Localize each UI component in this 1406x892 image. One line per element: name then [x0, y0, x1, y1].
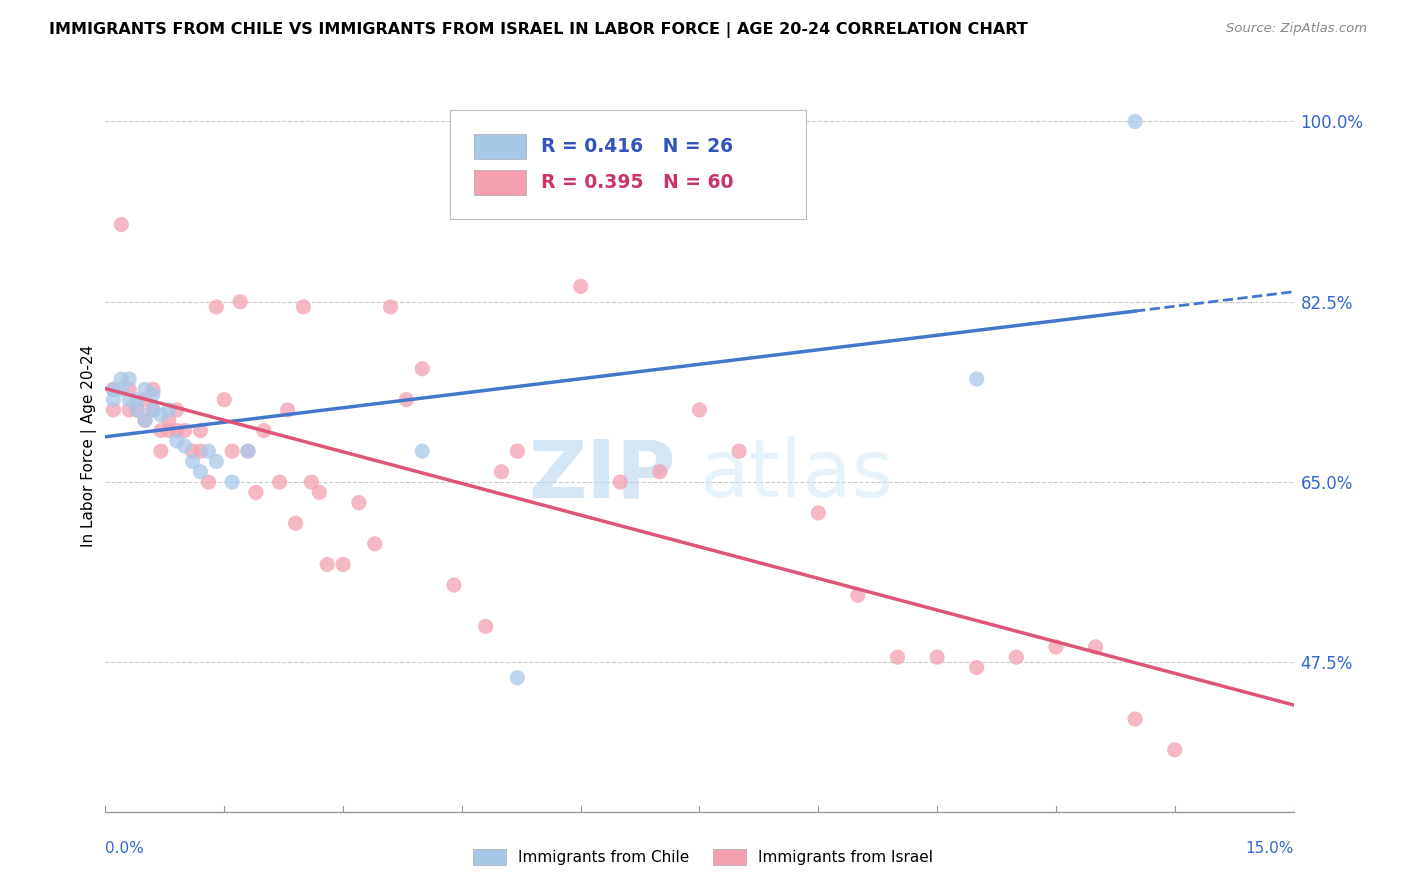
- Point: [1123, 114, 1146, 128]
- Point: [277, 403, 299, 417]
- Point: [364, 537, 387, 551]
- Point: [214, 392, 236, 407]
- Point: [299, 475, 322, 489]
- Point: [569, 279, 592, 293]
- Point: [142, 403, 165, 417]
- Point: [491, 465, 513, 479]
- Point: [157, 403, 180, 417]
- Point: [118, 372, 141, 386]
- Point: [127, 403, 149, 417]
- Legend: Immigrants from Chile, Immigrants from Israel: Immigrants from Chile, Immigrants from I…: [467, 843, 939, 871]
- Point: [846, 588, 869, 602]
- Point: [284, 516, 307, 531]
- Point: [103, 382, 125, 396]
- Point: [474, 619, 496, 633]
- Point: [197, 475, 219, 489]
- Point: [925, 650, 948, 665]
- Point: [142, 387, 165, 401]
- Text: R = 0.395   N = 60: R = 0.395 N = 60: [541, 173, 734, 192]
- Point: [166, 434, 188, 448]
- Point: [149, 408, 172, 422]
- Point: [1005, 650, 1028, 665]
- Point: [236, 444, 259, 458]
- Point: [190, 465, 212, 479]
- Text: IMMIGRANTS FROM CHILE VS IMMIGRANTS FROM ISRAEL IN LABOR FORCE | AGE 20-24 CORRE: IMMIGRANTS FROM CHILE VS IMMIGRANTS FROM…: [49, 22, 1028, 38]
- Point: [807, 506, 830, 520]
- Point: [229, 294, 252, 309]
- Text: Source: ZipAtlas.com: Source: ZipAtlas.com: [1226, 22, 1367, 36]
- Point: [134, 392, 156, 407]
- Point: [292, 300, 315, 314]
- Point: [103, 403, 125, 417]
- Point: [316, 558, 339, 572]
- Point: [190, 424, 212, 438]
- Text: ZIP: ZIP: [529, 436, 676, 515]
- Point: [380, 300, 402, 314]
- Point: [308, 485, 330, 500]
- Point: [1045, 640, 1067, 654]
- Point: [173, 439, 195, 453]
- Point: [103, 382, 125, 396]
- Point: [166, 424, 188, 438]
- Point: [966, 660, 988, 674]
- Point: [689, 403, 711, 417]
- Point: [269, 475, 291, 489]
- Point: [332, 558, 354, 572]
- Point: [1084, 640, 1107, 654]
- Point: [157, 424, 180, 438]
- Point: [149, 444, 172, 458]
- Point: [134, 382, 156, 396]
- Point: [1164, 743, 1187, 757]
- Point: [221, 475, 243, 489]
- Point: [190, 444, 212, 458]
- Point: [205, 300, 228, 314]
- Point: [110, 382, 132, 396]
- FancyBboxPatch shape: [474, 134, 526, 159]
- Point: [506, 671, 529, 685]
- Point: [245, 485, 267, 500]
- Text: atlas: atlas: [700, 436, 894, 515]
- Point: [609, 475, 631, 489]
- Y-axis label: In Labor Force | Age 20-24: In Labor Force | Age 20-24: [82, 345, 97, 547]
- Point: [411, 361, 433, 376]
- Text: 0.0%: 0.0%: [105, 841, 145, 856]
- Point: [1123, 712, 1146, 726]
- Text: 15.0%: 15.0%: [1246, 841, 1294, 856]
- Point: [173, 424, 195, 438]
- Point: [236, 444, 259, 458]
- Point: [149, 424, 172, 438]
- Point: [197, 444, 219, 458]
- Point: [103, 392, 125, 407]
- Point: [127, 392, 149, 407]
- Point: [886, 650, 908, 665]
- Point: [181, 444, 204, 458]
- FancyBboxPatch shape: [450, 110, 807, 219]
- Point: [395, 392, 418, 407]
- Point: [127, 403, 149, 417]
- Point: [110, 218, 132, 232]
- Text: R = 0.416   N = 26: R = 0.416 N = 26: [541, 136, 734, 155]
- Point: [966, 372, 988, 386]
- Point: [118, 382, 141, 396]
- Point: [648, 465, 671, 479]
- Point: [411, 444, 433, 458]
- Point: [181, 454, 204, 468]
- FancyBboxPatch shape: [474, 170, 526, 195]
- Point: [221, 444, 243, 458]
- Point: [134, 413, 156, 427]
- Point: [118, 403, 141, 417]
- Point: [166, 403, 188, 417]
- Point: [134, 413, 156, 427]
- Point: [157, 413, 180, 427]
- Point: [118, 392, 141, 407]
- Point: [347, 496, 370, 510]
- Point: [443, 578, 465, 592]
- Point: [506, 444, 529, 458]
- Point: [142, 403, 165, 417]
- Point: [142, 382, 165, 396]
- Point: [253, 424, 276, 438]
- Point: [728, 444, 751, 458]
- Point: [110, 372, 132, 386]
- Point: [205, 454, 228, 468]
